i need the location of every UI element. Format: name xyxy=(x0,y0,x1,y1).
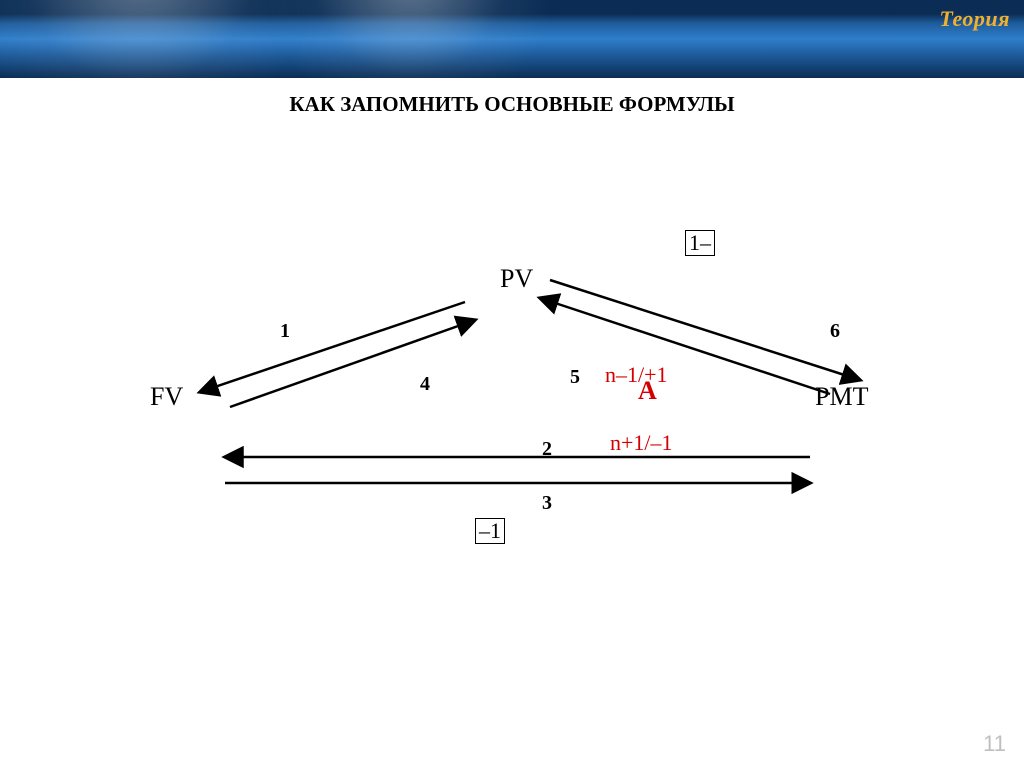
header-glare xyxy=(260,0,560,78)
node-fv: FV xyxy=(150,382,183,412)
formula-right-of-5: n–1/+1 xyxy=(605,362,668,388)
formula-below-a: n+1/–1 xyxy=(610,430,673,456)
header-section-label: Теория xyxy=(939,6,1010,32)
node-pv: PV xyxy=(500,264,533,294)
edge-label-3: 3 xyxy=(542,492,552,515)
edge-label-6: 6 xyxy=(830,320,840,343)
box-bottom: –1 xyxy=(475,518,505,544)
edge-label-1: 1 xyxy=(280,320,290,343)
slide-title: КАК ЗАПОМНИТЬ ОСНОВНЫЕ ФОРМУЛЫ xyxy=(0,92,1024,117)
arrow-a5 xyxy=(540,298,830,394)
node-pmt: PMT xyxy=(815,382,868,412)
edge-label-4: 4 xyxy=(420,373,430,396)
slide-header: Теория xyxy=(0,0,1024,78)
box-top-right: 1– xyxy=(685,230,715,256)
edge-label-5: 5 xyxy=(570,366,580,389)
formula-diagram: PV FV PMT A 1 4 5 6 2 3 1– n–1/+1 n+1/–1… xyxy=(130,180,890,580)
page-number: 11 xyxy=(983,731,1006,757)
edge-label-2: 2 xyxy=(542,438,552,461)
diagram-svg xyxy=(130,180,890,580)
arrow-a6 xyxy=(550,280,860,380)
arrow-a4 xyxy=(230,320,475,407)
